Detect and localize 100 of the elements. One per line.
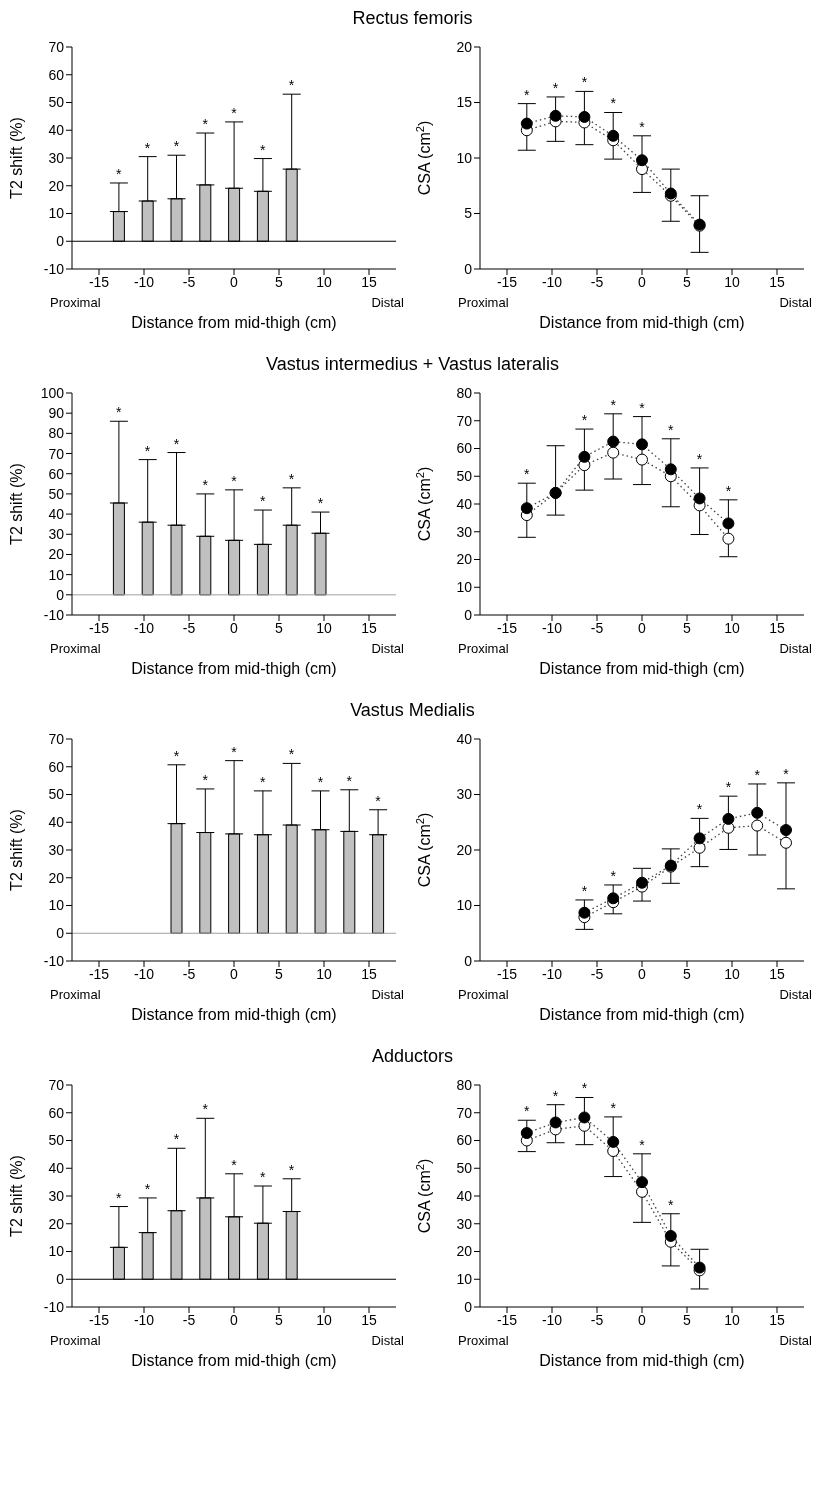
annotation: * bbox=[173, 138, 180, 155]
x-tick-label: 15 bbox=[361, 1311, 377, 1328]
x-tick-label: 0 bbox=[638, 1311, 647, 1328]
x-tick-label: 5 bbox=[275, 1311, 284, 1328]
y-tick-label: 40 bbox=[48, 506, 65, 523]
y-tick-label: 20 bbox=[48, 1215, 65, 1232]
text: Distal bbox=[779, 295, 812, 310]
x-tick-label: 0 bbox=[638, 965, 647, 982]
annotation: * bbox=[524, 86, 531, 103]
chart-title: Vastus intermedius + Vastus lateralis bbox=[265, 354, 560, 375]
text: Distal bbox=[779, 987, 812, 1002]
x-tick-label: -15 bbox=[88, 1311, 110, 1328]
y-tick-label: -10 bbox=[43, 952, 65, 969]
annotation: * bbox=[696, 801, 703, 818]
y-tick-label: 0 bbox=[464, 606, 473, 623]
annotation: * bbox=[610, 867, 617, 884]
y-axis-title: T2 shift (%) bbox=[8, 463, 25, 545]
annotation: * bbox=[524, 466, 531, 483]
annotation: * bbox=[639, 399, 646, 416]
chart-title: Vastus Medialis bbox=[349, 700, 476, 721]
x-tick-label: -10 bbox=[541, 1311, 563, 1328]
y-tick-label: 10 bbox=[48, 205, 65, 222]
y-tick-label: -10 bbox=[43, 606, 65, 623]
text: Proximal bbox=[458, 1333, 509, 1348]
x-axis-title: Distance from mid-thigh (cm) bbox=[130, 1352, 338, 1370]
y-tick-label: 50 bbox=[48, 485, 65, 502]
y-axis-title: T2 shift (%) bbox=[8, 809, 25, 891]
y-tick-label: 70 bbox=[48, 38, 65, 55]
annotation: * bbox=[754, 766, 761, 783]
x-tick-label: 10 bbox=[316, 273, 332, 290]
y-tick-label: 0 bbox=[56, 233, 65, 250]
annotation: * bbox=[581, 74, 588, 91]
y-tick-label: 15 bbox=[456, 94, 473, 111]
y-tick-label: 0 bbox=[464, 260, 473, 277]
text: Proximal bbox=[458, 295, 509, 310]
x-tick-label: -5 bbox=[182, 273, 196, 290]
y-tick-label: 30 bbox=[456, 1215, 473, 1232]
annotation: * bbox=[288, 77, 295, 94]
y-tick-label: 50 bbox=[48, 786, 65, 803]
annotation: * bbox=[202, 771, 209, 788]
text: Proximal bbox=[458, 987, 509, 1002]
annotation: * bbox=[231, 743, 238, 760]
x-tick-label: -15 bbox=[496, 1311, 518, 1328]
y-tick-label: 10 bbox=[456, 1271, 473, 1288]
y-tick-label: 10 bbox=[456, 579, 473, 596]
x-tick-label: -15 bbox=[496, 273, 518, 290]
x-tick-label: -15 bbox=[88, 273, 110, 290]
x-tick-label: 10 bbox=[316, 965, 332, 982]
annotation: * bbox=[231, 472, 238, 489]
annotation: * bbox=[581, 412, 588, 429]
annotation: * bbox=[202, 1101, 209, 1118]
annotation: * bbox=[231, 1156, 238, 1173]
y-tick-label: 30 bbox=[48, 526, 65, 543]
x-tick-label: 15 bbox=[769, 965, 785, 982]
x-axis-title: Distance from mid-thigh (cm) bbox=[130, 314, 338, 332]
annotation: * bbox=[668, 421, 675, 438]
y-tick-label: 10 bbox=[456, 149, 473, 166]
y-tick-label: 50 bbox=[456, 1160, 473, 1177]
x-axis-title: Distance from mid-thigh (cm) bbox=[130, 1006, 338, 1024]
annotation: * bbox=[116, 165, 123, 182]
text: Proximal bbox=[50, 987, 101, 1002]
annotation: * bbox=[581, 882, 588, 899]
annotation: * bbox=[524, 1103, 531, 1120]
x-tick-label: 10 bbox=[316, 1311, 332, 1328]
annotation: * bbox=[639, 1136, 646, 1153]
annotation: * bbox=[552, 1087, 559, 1104]
y-tick-label: 20 bbox=[48, 869, 65, 886]
y-tick-label: 60 bbox=[48, 758, 65, 775]
x-tick-label: 5 bbox=[275, 619, 284, 636]
x-axis-title: Distance from mid-thigh (cm) bbox=[538, 1006, 746, 1024]
x-axis-title: Distance from mid-thigh (cm) bbox=[538, 1352, 746, 1370]
annotation: * bbox=[231, 104, 238, 121]
y-tick-label: 20 bbox=[48, 177, 65, 194]
x-tick-label: 10 bbox=[724, 1311, 740, 1328]
y-tick-label: 0 bbox=[464, 1298, 473, 1315]
annotation: * bbox=[173, 1131, 180, 1148]
annotation: * bbox=[260, 141, 267, 158]
annotation: * bbox=[696, 450, 703, 467]
x-tick-label: 10 bbox=[724, 619, 740, 636]
y-tick-label: 0 bbox=[56, 586, 65, 603]
x-tick-label: -10 bbox=[133, 273, 155, 290]
x-tick-label: 15 bbox=[361, 619, 377, 636]
y-tick-label: 90 bbox=[48, 405, 65, 422]
x-tick-label: -10 bbox=[541, 965, 563, 982]
y-tick-label: 30 bbox=[456, 523, 473, 540]
y-tick-label: 20 bbox=[456, 841, 473, 858]
y-tick-label: 60 bbox=[48, 465, 65, 482]
y-tick-label: 100 bbox=[40, 384, 65, 401]
y-tick-label: 10 bbox=[48, 566, 65, 583]
y-tick-label: 60 bbox=[48, 1104, 65, 1121]
text: Proximal bbox=[50, 295, 101, 310]
y-tick-label: 50 bbox=[48, 94, 65, 111]
y-tick-label: 10 bbox=[48, 897, 65, 914]
x-tick-label: 5 bbox=[683, 1311, 692, 1328]
y-tick-label: 60 bbox=[48, 66, 65, 83]
y-tick-label: 60 bbox=[456, 1132, 473, 1149]
y-axis-title: T2 shift (%) bbox=[8, 117, 25, 199]
annotation: * bbox=[610, 1099, 617, 1116]
y-axis-title: T2 shift (%) bbox=[8, 1155, 25, 1237]
text: Distal bbox=[371, 987, 404, 1002]
